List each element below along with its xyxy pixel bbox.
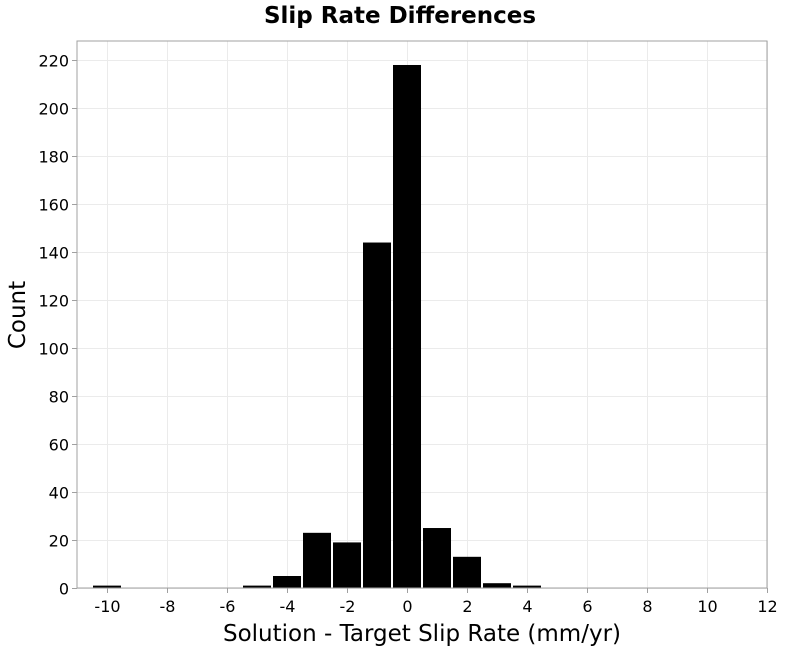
x-tick-label: 2 xyxy=(462,597,472,616)
x-tick-label: 4 xyxy=(522,597,532,616)
y-tick-label: 220 xyxy=(38,52,69,71)
y-tick-label: 140 xyxy=(38,244,69,263)
y-tick-label: 20 xyxy=(49,532,69,551)
x-tick-label: 0 xyxy=(402,597,412,616)
y-tick-label: 120 xyxy=(38,292,69,311)
grid-layer xyxy=(77,41,768,589)
x-tick-label: 6 xyxy=(582,597,592,616)
histogram-bar xyxy=(273,576,301,588)
histogram-bar xyxy=(363,242,391,589)
histogram-bar xyxy=(243,585,271,588)
histogram-bar xyxy=(93,585,121,588)
y-tick-label: 100 xyxy=(38,340,69,359)
x-tick-label: 12 xyxy=(757,597,777,616)
histogram-bar xyxy=(303,532,331,588)
histogram-bar xyxy=(393,64,421,589)
x-tick-label: -10 xyxy=(94,597,120,616)
y-axis-ticks: 0 20 40 60 80 100 120 140 160 180 200 220 xyxy=(38,52,77,599)
x-tick-label: -4 xyxy=(280,597,296,616)
x-axis-label: Solution - Target Slip Rate (mm/yr) xyxy=(223,621,621,647)
bar-layer xyxy=(93,64,541,589)
chart-title: Slip Rate Differences xyxy=(264,3,536,29)
y-tick-label: 60 xyxy=(49,436,69,455)
histogram-bar xyxy=(513,585,541,588)
y-tick-label: 40 xyxy=(49,484,69,503)
histogram-bar xyxy=(333,542,361,588)
x-tick-label: -2 xyxy=(340,597,356,616)
y-axis-label: Count xyxy=(5,281,31,349)
histogram-bar xyxy=(483,583,511,588)
y-tick-label: 80 xyxy=(49,388,69,407)
histogram-bar xyxy=(453,556,481,588)
x-tick-label: 10 xyxy=(697,597,717,616)
x-tick-label: -6 xyxy=(220,597,236,616)
histogram-bar xyxy=(423,528,451,588)
y-tick-label: 0 xyxy=(59,580,69,599)
x-tick-label: 8 xyxy=(642,597,652,616)
plot-frame xyxy=(76,40,768,589)
y-tick-label: 160 xyxy=(38,196,69,215)
x-tick-label: -8 xyxy=(160,597,176,616)
y-tick-label: 200 xyxy=(38,100,69,119)
x-axis-ticks: -10 -8 -6 -4 -2 0 2 4 6 8 10 12 xyxy=(94,588,778,616)
y-tick-label: 180 xyxy=(38,148,69,167)
